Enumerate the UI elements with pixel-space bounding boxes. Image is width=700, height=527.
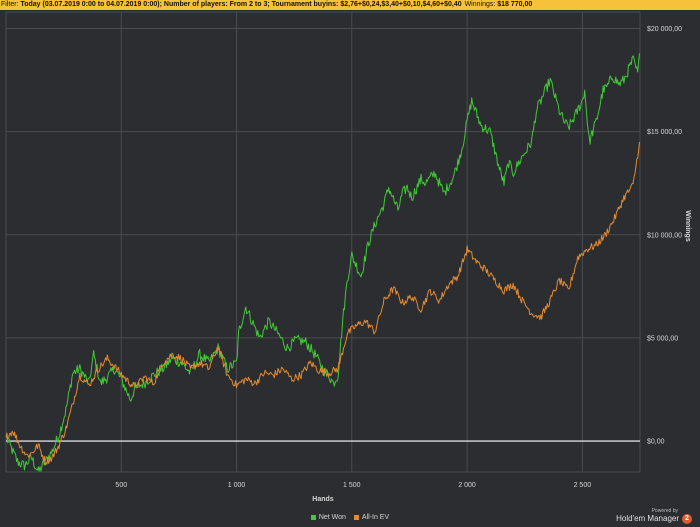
x-tick-label: 2 500 xyxy=(574,482,592,489)
x-tick-label: 1 000 xyxy=(228,482,246,489)
legend-item-net-won[interactable]: Net Won xyxy=(310,514,346,521)
winnings-label: Winnings: xyxy=(464,1,496,8)
legend-item-all-in-ev[interactable]: All-In EV xyxy=(353,514,390,521)
hm2-logo-icon: 2 xyxy=(682,514,692,524)
y-tick-label: $15 000,00 xyxy=(647,129,682,136)
y-tick-label: $5 000,00 xyxy=(647,335,678,342)
y-tick-label: $0,00 xyxy=(647,439,665,446)
x-tick-label: 1 500 xyxy=(343,482,361,489)
branding: Powered by Hold'em Manager 2 xyxy=(616,508,692,524)
filter-bar[interactable]: Filter: Today (03.07.2019 0:00 to 04.07.… xyxy=(0,0,700,10)
footer: Net Won All-In EV Powered by Hold'em Man… xyxy=(0,508,700,527)
legend-swatch-net-won xyxy=(310,514,316,520)
series-line-net-won xyxy=(5,53,640,472)
filter-text: Today (03.07.2019 0:00 to 04.07.2019 0:0… xyxy=(20,1,462,8)
x-axis-label: Hands xyxy=(312,496,334,503)
x-tick-labels: 500 1 000 1 500 2 000 2 500 xyxy=(115,482,591,489)
legend: Net Won All-In EV xyxy=(0,514,700,521)
powered-by-text: Powered by xyxy=(651,508,678,514)
product-name: Hold'em Manager xyxy=(616,514,679,524)
winnings-chart[interactable]: 500 1 000 1 500 2 000 2 500 $0,00 $5 000,00 $1… xyxy=(0,10,700,508)
legend-swatch-all-in-ev xyxy=(353,514,359,520)
plot-border xyxy=(5,11,641,473)
series-line-all-in-ev xyxy=(5,141,640,466)
winnings-value: $18 770,00 xyxy=(497,1,533,8)
y-axis-label: Winnings xyxy=(684,210,691,242)
filter-label: Filter: xyxy=(1,1,19,8)
legend-label-all-in-ev: All-In EV xyxy=(361,514,390,521)
y-tick-label: $10 000,00 xyxy=(647,232,682,239)
x-tick-label: 2 000 xyxy=(458,482,476,489)
y-tick-label: $20 000,00 xyxy=(647,26,682,33)
grid xyxy=(5,11,641,473)
x-tick-label: 500 xyxy=(115,482,127,489)
series-group xyxy=(5,53,640,472)
y-tick-labels: $0,00 $5 000,00 $10 000,00 $15 000,00 $20 00… xyxy=(647,26,682,446)
legend-label-net-won: Net Won xyxy=(318,514,346,521)
